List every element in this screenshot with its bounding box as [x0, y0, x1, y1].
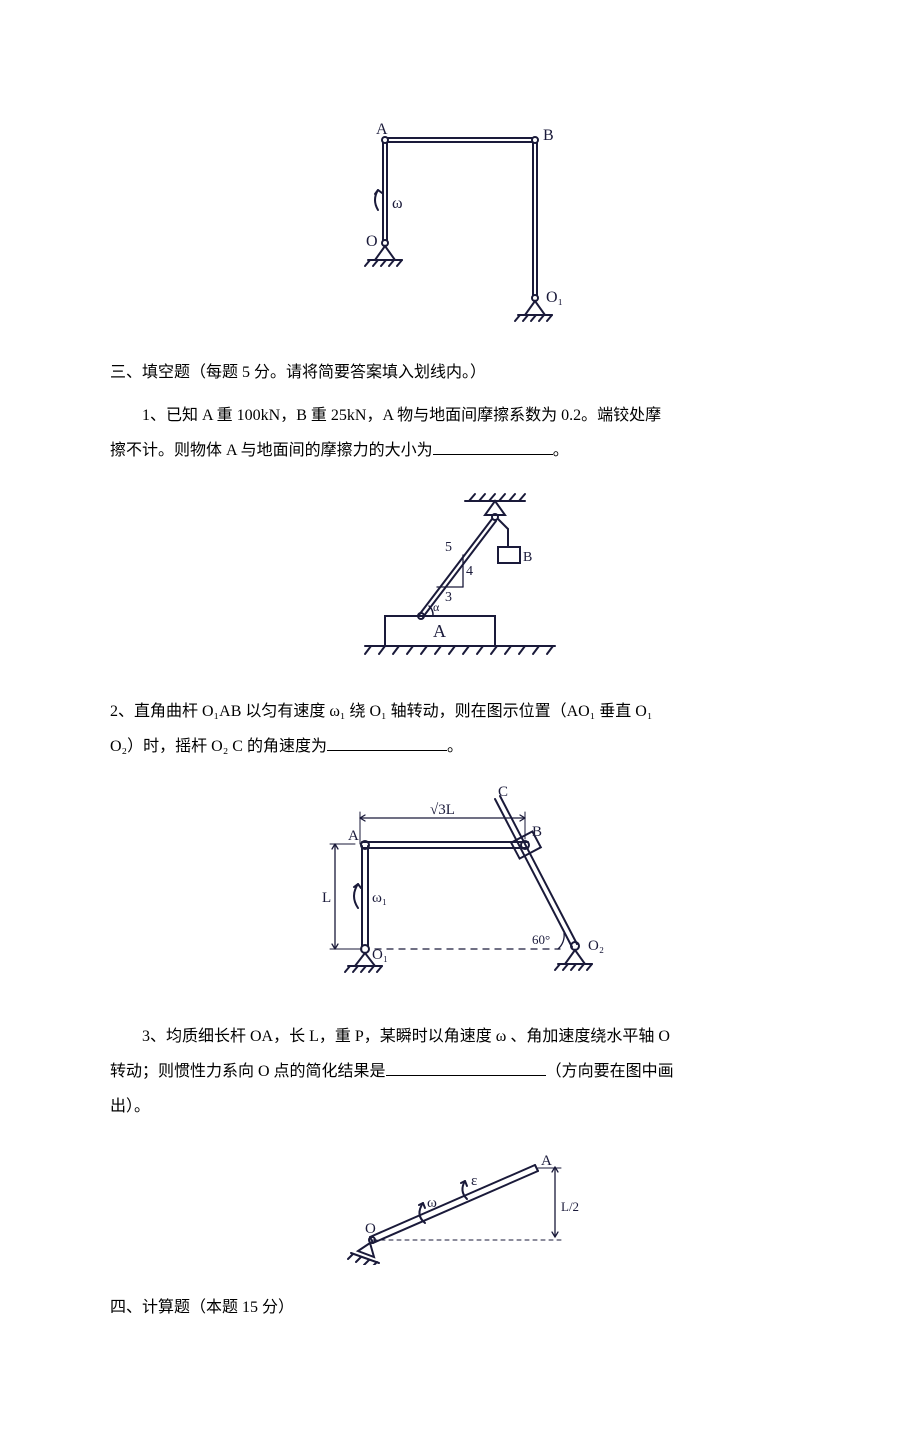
- figure-fourbar: A B ω O O₁: [110, 120, 810, 335]
- section4-heading-text: 四、计算题（本题 15 分）: [110, 1299, 294, 1316]
- q3-line2: 转动；则惯性力系向 O 点的简化结果是 （方向要在图中画: [110, 1054, 810, 1089]
- q2-line1: 2、直角曲杆 O₁AB 以匀有速度 ω₁ 绕 O₁ 轴转动，则在图示位置（AO₁…: [110, 694, 810, 729]
- q3-line3: 出）。: [110, 1089, 810, 1124]
- q1-line2b-text: 。: [553, 442, 569, 459]
- svg-text:B: B: [543, 127, 554, 144]
- q3-line2a-text: 转动；则惯性力系向 O 点的简化结果是: [110, 1063, 386, 1080]
- svg-text:O: O: [365, 1221, 376, 1237]
- svg-text:O₁: O₁: [372, 947, 388, 963]
- figure-angled-linkage: √3L L A B C ω₁ O₁ 60° O₂: [110, 784, 810, 999]
- figure-bar-oa: O A ω ε L/2: [110, 1145, 810, 1270]
- q2-line2: O₂）时，摇杆 O₂ C 的角速度为 。: [110, 729, 810, 764]
- svg-text:α: α: [433, 600, 440, 614]
- q1-line2a-text: 擦不计。则物体 A 与地面间的摩擦力的大小为: [110, 442, 433, 459]
- svg-text:ε: ε: [471, 1173, 477, 1189]
- q1-line1: 1、已知 A 重 100kN，B 重 25kN，A 物与地面间摩擦系数为 0.2…: [110, 398, 810, 433]
- svg-text:O₂: O₂: [588, 938, 604, 954]
- section3-heading: 三、填空题（每题 5 分。请将简要答案填入划线内。）: [110, 355, 810, 390]
- q3-line1: 3、均质细长杆 OA，长 L，重 P，某瞬时以角速度 ω 、角加速度绕水平轴 O: [110, 1019, 810, 1054]
- svg-text:A: A: [376, 121, 388, 138]
- q1-line2: 擦不计。则物体 A 与地面间的摩擦力的大小为 。: [110, 433, 810, 468]
- svg-text:√3L: √3L: [430, 802, 455, 818]
- svg-text:O₁: O₁: [546, 289, 563, 306]
- svg-text:L: L: [322, 890, 331, 906]
- svg-text:ω₁: ω₁: [372, 890, 387, 906]
- q3-blank: [386, 1060, 546, 1076]
- svg-text:A: A: [348, 828, 359, 844]
- svg-text:B: B: [532, 824, 542, 840]
- q1-line1-text: 1、已知 A 重 100kN，B 重 25kN，A 物与地面间摩擦系数为 0.2…: [142, 407, 661, 424]
- svg-text:60°: 60°: [532, 932, 550, 947]
- q3-line3-text: 出）。: [110, 1098, 150, 1115]
- svg-text:ω: ω: [392, 195, 403, 212]
- figure-block-friction: 5 4 3 α B A: [110, 489, 810, 674]
- svg-text:A: A: [541, 1153, 552, 1169]
- svg-text:O: O: [366, 233, 378, 250]
- svg-text:B: B: [523, 550, 532, 565]
- q2-blank: [327, 735, 447, 751]
- svg-text:3: 3: [445, 590, 452, 605]
- svg-text:A: A: [433, 621, 446, 641]
- section3-heading-text: 三、填空题（每题 5 分。请将简要答案填入划线内。）: [110, 364, 486, 381]
- svg-text:C: C: [498, 784, 508, 800]
- svg-text:L/2: L/2: [561, 1199, 579, 1214]
- q1-blank: [433, 439, 553, 455]
- q2-line2a-text: O₂）时，摇杆 O₂ C 的角速度为: [110, 738, 327, 755]
- svg-text:5: 5: [445, 540, 452, 555]
- section4-heading: 四、计算题（本题 15 分）: [110, 1290, 810, 1325]
- q2-line1-text: 2、直角曲杆 O₁AB 以匀有速度 ω₁ 绕 O₁ 轴转动，则在图示位置（AO₁…: [110, 703, 652, 720]
- q2-line2b-text: 。: [447, 738, 463, 755]
- q3-line2b-text: （方向要在图中画: [546, 1063, 674, 1080]
- q3-line1-text: 3、均质细长杆 OA，长 L，重 P，某瞬时以角速度 ω 、角加速度绕水平轴 O: [142, 1028, 670, 1045]
- svg-text:4: 4: [466, 564, 473, 579]
- svg-text:ω: ω: [427, 1195, 437, 1211]
